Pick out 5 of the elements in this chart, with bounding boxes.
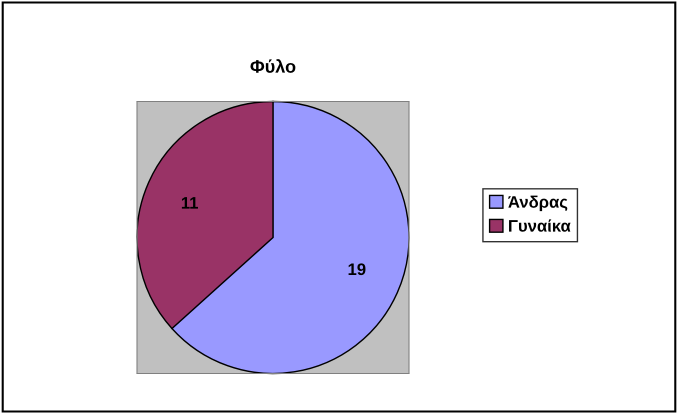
legend-label: Γυναίκα	[509, 219, 571, 232]
chart-title: Φύλο	[250, 59, 296, 73]
legend-label: Άνδρας	[508, 196, 568, 212]
data-label: 11	[182, 197, 198, 209]
data-label: 19	[348, 263, 366, 276]
